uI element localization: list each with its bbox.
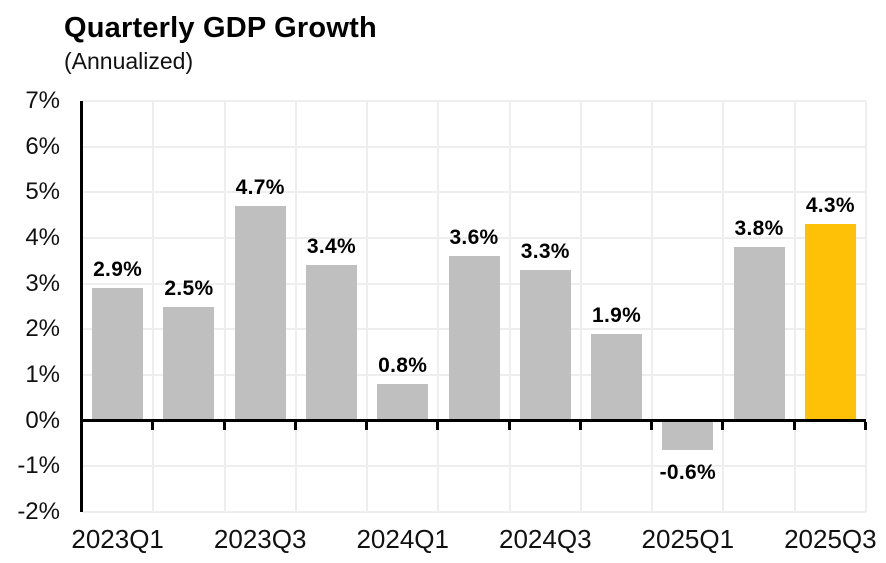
bar <box>234 206 286 421</box>
x-axis-label: 2024Q1 <box>356 524 449 554</box>
x-axis-label: 2025Q1 <box>641 524 735 554</box>
v-gridline <box>651 101 654 512</box>
x-axis-label: 2023Q1 <box>71 524 164 554</box>
bar-value-label: -0.6% <box>659 460 716 484</box>
x-axis-tick <box>151 422 155 431</box>
bar-value-label: 0.8% <box>378 354 428 378</box>
y-axis-label: -2% <box>17 498 60 525</box>
x-axis-tick <box>293 422 297 431</box>
v-gridline <box>793 101 796 512</box>
bar <box>519 269 571 421</box>
bar <box>662 422 714 450</box>
x-axis-tick <box>721 422 725 431</box>
chart-subtitle: (Annualized) <box>64 48 194 74</box>
y-axis-label: 1% <box>25 361 60 388</box>
x-axis-label: 2025Q3 <box>784 524 877 554</box>
y-axis-label: 4% <box>25 224 60 251</box>
y-axis-label: 2% <box>25 315 60 343</box>
h-gridline <box>82 191 866 194</box>
x-axis-tick <box>578 422 582 431</box>
v-gridline <box>152 101 155 512</box>
y-axis-label: 5% <box>25 178 60 206</box>
h-gridline <box>82 145 866 148</box>
v-gridline <box>366 101 369 512</box>
bar-value-label: 2.5% <box>164 276 214 300</box>
y-axis-label: 0% <box>25 406 60 434</box>
bar-value-label: 4.3% <box>805 194 855 218</box>
bar <box>733 247 785 421</box>
bar-value-label: 4.7% <box>235 176 285 200</box>
bar <box>92 288 144 421</box>
zero-baseline <box>80 419 866 423</box>
x-axis-tick <box>864 422 867 431</box>
bar <box>163 306 215 421</box>
y-axis-line <box>80 101 83 512</box>
h-gridline <box>82 465 866 468</box>
y-axis-label: 6% <box>25 132 60 160</box>
bar-value-label: 1.9% <box>591 303 642 327</box>
chart-title: Quarterly GDP Growth <box>64 12 377 44</box>
h-gridline <box>82 237 866 239</box>
x-axis-tick <box>365 422 369 431</box>
bar-highlight <box>804 224 856 421</box>
v-gridline <box>722 101 725 512</box>
bar-value-label: 3.4% <box>306 235 356 259</box>
x-axis-label: 2024Q3 <box>499 524 592 554</box>
h-gridline <box>82 100 866 102</box>
x-axis-tick <box>650 422 654 431</box>
x-axis-tick <box>222 422 226 431</box>
v-gridline <box>579 101 582 512</box>
x-axis-tick <box>792 422 796 431</box>
x-axis-tick <box>507 422 511 431</box>
v-gridline <box>437 101 440 512</box>
bar <box>591 333 643 421</box>
bar-value-label: 2.9% <box>93 258 143 282</box>
y-axis-label: 7% <box>25 87 60 114</box>
x-axis-tick <box>436 422 440 431</box>
v-gridline <box>865 101 867 512</box>
v-gridline <box>223 101 226 512</box>
h-gridline <box>82 511 866 513</box>
bar <box>448 256 500 421</box>
bar-value-label: 3.3% <box>520 239 570 263</box>
bar-value-label: 3.6% <box>449 226 499 250</box>
x-axis-label: 2023Q3 <box>213 524 307 554</box>
bar-value-label: 3.8% <box>734 217 784 241</box>
v-gridline <box>294 101 297 512</box>
bar <box>305 265 357 421</box>
v-gridline <box>508 101 511 512</box>
chart-header: Quarterly GDP Growth (Annualized) <box>64 12 377 75</box>
y-axis-label: 3% <box>25 269 60 297</box>
y-axis-label: -1% <box>17 452 60 480</box>
bar <box>377 384 429 421</box>
